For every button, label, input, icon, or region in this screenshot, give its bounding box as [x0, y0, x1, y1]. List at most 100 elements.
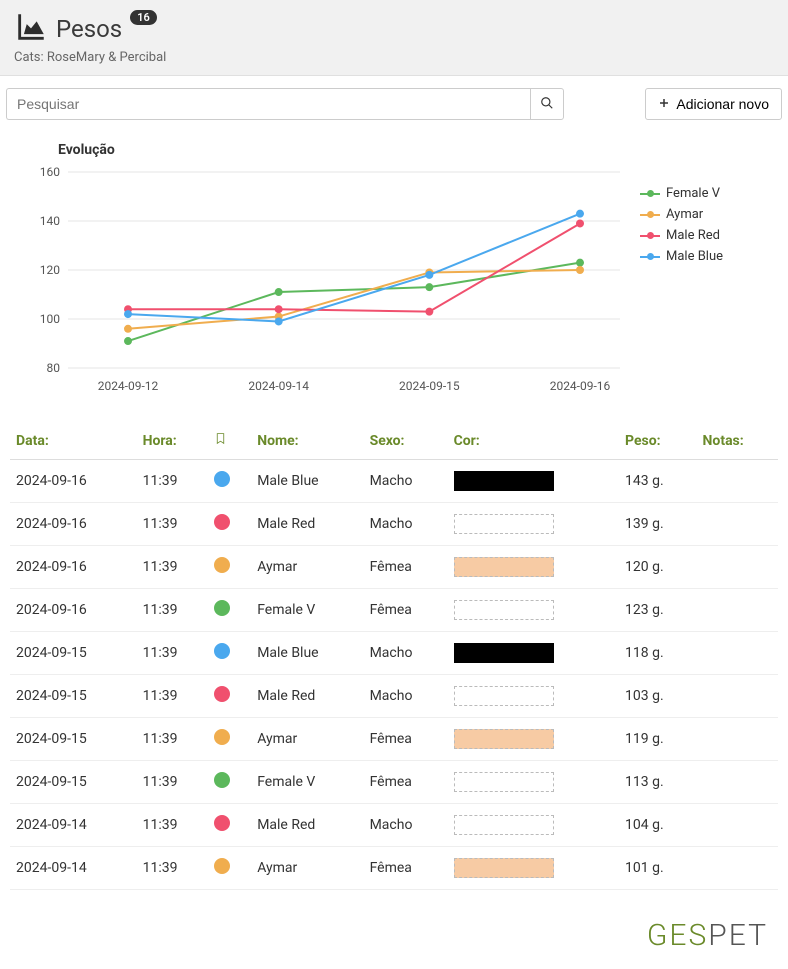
- cell-cor: [448, 460, 619, 503]
- cell-nome: Aymar: [251, 546, 363, 589]
- cell-notas: [697, 589, 778, 632]
- cell-sexo: Macho: [364, 804, 448, 847]
- svg-text:140: 140: [40, 214, 60, 228]
- svg-text:2024-09-16: 2024-09-16: [550, 379, 611, 393]
- add-new-button[interactable]: Adicionar novo: [645, 88, 782, 120]
- table-row[interactable]: 2024-09-1411:39Male RedMacho104 g.: [10, 804, 778, 847]
- color-dot: [214, 815, 230, 831]
- color-swatch: [454, 686, 554, 706]
- cell-dot: [208, 546, 251, 589]
- cell-cor: [448, 503, 619, 546]
- table-row[interactable]: 2024-09-1411:39AymarFêmea101 g.: [10, 847, 778, 890]
- cell-peso: 113 g.: [619, 761, 697, 804]
- cell-sexo: Fêmea: [364, 718, 448, 761]
- svg-text:160: 160: [40, 165, 60, 179]
- table-row[interactable]: 2024-09-1611:39Female VFêmea123 g.: [10, 589, 778, 632]
- col-cor[interactable]: Cor:: [448, 422, 619, 460]
- cell-peso: 104 g.: [619, 804, 697, 847]
- cell-sexo: Macho: [364, 503, 448, 546]
- cell-hora: 11:39: [137, 675, 209, 718]
- footer-logo: GESPET: [0, 910, 788, 969]
- cell-sexo: Macho: [364, 632, 448, 675]
- color-swatch: [454, 729, 554, 749]
- col-nome[interactable]: Nome:: [251, 422, 363, 460]
- legend-item[interactable]: Female V: [640, 186, 723, 201]
- cell-hora: 11:39: [137, 718, 209, 761]
- table-row[interactable]: 2024-09-1611:39Male BlueMacho143 g.: [10, 460, 778, 503]
- search-input[interactable]: [6, 88, 530, 120]
- cell-sexo: Fêmea: [364, 847, 448, 890]
- table-row[interactable]: 2024-09-1511:39 AymarFêmea 119 g.: [10, 718, 778, 761]
- cell-peso: 143 g.: [619, 460, 697, 503]
- table-row[interactable]: 2024-09-1611:39AymarFêmea120 g.: [10, 546, 778, 589]
- color-swatch: [454, 600, 554, 620]
- cell-nome: Male Red: [251, 675, 363, 718]
- cell-sexo: Fêmea: [364, 589, 448, 632]
- color-dot: [214, 471, 230, 487]
- cell-dot: [208, 460, 251, 503]
- color-swatch: [454, 815, 554, 835]
- plus-icon: [658, 96, 670, 112]
- svg-text:100: 100: [40, 312, 60, 326]
- cell-data: 2024-09-16: [10, 589, 137, 632]
- col-hora[interactable]: Hora:: [137, 422, 209, 460]
- cell-data: 2024-09-15: [10, 761, 137, 804]
- search-group: [6, 88, 564, 120]
- cell-nome: Aymar: [251, 718, 363, 761]
- table-row[interactable]: 2024-09-1511:39Female VFêmea113 g.: [10, 761, 778, 804]
- color-dot: [214, 729, 230, 745]
- search-button[interactable]: [530, 88, 564, 120]
- col-sexo[interactable]: Sexo:: [364, 422, 448, 460]
- cell-dot: [208, 503, 251, 546]
- cell-hora: 11:39: [137, 503, 209, 546]
- toolbar: Adicionar novo: [0, 76, 788, 132]
- cell-peso: 139 g.: [619, 503, 697, 546]
- col-data[interactable]: Data:: [10, 422, 137, 460]
- cell-hora: 11:39: [137, 546, 209, 589]
- color-dot: [214, 643, 230, 659]
- legend-swatch: [640, 193, 660, 195]
- cell-dot: [208, 589, 251, 632]
- cell-hora: 11:39: [137, 589, 209, 632]
- chart-title: Evolução: [58, 142, 768, 158]
- weights-table: Data: Hora: Nome: Sexo: Cor: Peso: Notas…: [10, 422, 778, 890]
- col-bookmark[interactable]: [208, 422, 251, 460]
- cell-data: 2024-09-15: [10, 718, 137, 761]
- cell-data: 2024-09-16: [10, 503, 137, 546]
- legend-item[interactable]: Male Red: [640, 228, 723, 243]
- table-row[interactable]: 2024-09-1511:39Male BlueMacho118 g.: [10, 632, 778, 675]
- color-swatch: [454, 557, 554, 577]
- col-notas[interactable]: Notas:: [697, 422, 778, 460]
- legend-label: Aymar: [666, 207, 703, 222]
- cell-dot: [208, 847, 251, 890]
- svg-text:2024-09-12: 2024-09-12: [98, 379, 159, 393]
- legend-label: Male Red: [666, 228, 720, 243]
- color-dot: [214, 600, 230, 616]
- cell-sexo: Fêmea: [364, 761, 448, 804]
- cell-cor: [448, 761, 619, 804]
- cell-cor: [448, 804, 619, 847]
- evolution-chart: 801001201401602024-09-122024-09-142024-0…: [20, 162, 640, 402]
- color-swatch: [454, 471, 554, 491]
- cell-cor: [448, 675, 619, 718]
- color-swatch: [454, 514, 554, 534]
- legend-label: Male Blue: [666, 249, 723, 264]
- page-title: Pesos: [56, 15, 122, 43]
- cell-cor: [448, 589, 619, 632]
- table-row[interactable]: 2024-09-1611:39Male RedMacho139 g.: [10, 503, 778, 546]
- table-row[interactable]: 2024-09-1511:39Male RedMacho103 g.: [10, 675, 778, 718]
- col-peso[interactable]: Peso:: [619, 422, 697, 460]
- cell-dot: [208, 632, 251, 675]
- cell-peso: 119 g.: [619, 718, 697, 761]
- cell-notas: [697, 503, 778, 546]
- color-dot: [214, 686, 230, 702]
- logo-ges: GES: [647, 918, 708, 953]
- legend-item[interactable]: Aymar: [640, 207, 723, 222]
- legend-item[interactable]: Male Blue: [640, 249, 723, 264]
- cell-nome: Aymar: [251, 847, 363, 890]
- count-badge: 16: [130, 10, 157, 25]
- color-dot: [214, 514, 230, 530]
- cell-notas: [697, 847, 778, 890]
- cell-notas: [697, 546, 778, 589]
- cell-peso: 123 g.: [619, 589, 697, 632]
